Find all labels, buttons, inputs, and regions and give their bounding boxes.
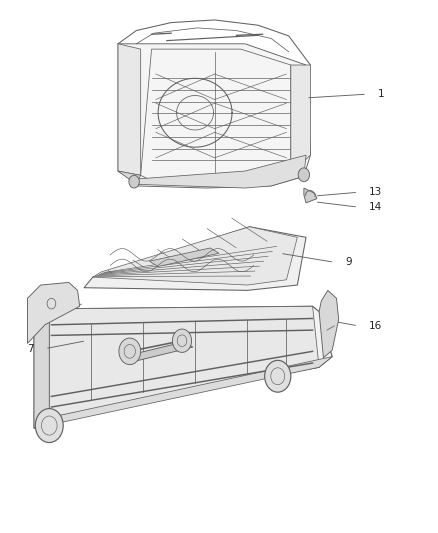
Polygon shape bbox=[149, 248, 219, 266]
Text: 16: 16 bbox=[369, 321, 382, 331]
Polygon shape bbox=[118, 44, 141, 175]
Text: 1: 1 bbox=[378, 89, 385, 99]
Circle shape bbox=[129, 175, 139, 188]
Polygon shape bbox=[123, 342, 193, 362]
Polygon shape bbox=[84, 227, 306, 290]
Text: 9: 9 bbox=[345, 257, 352, 267]
Text: 16: 16 bbox=[28, 306, 41, 317]
Text: 13: 13 bbox=[369, 187, 382, 197]
Polygon shape bbox=[136, 155, 306, 188]
Polygon shape bbox=[34, 306, 332, 428]
Polygon shape bbox=[34, 357, 332, 428]
Text: 7: 7 bbox=[28, 344, 34, 354]
Polygon shape bbox=[304, 188, 317, 203]
Circle shape bbox=[173, 329, 191, 352]
Circle shape bbox=[119, 338, 141, 365]
Polygon shape bbox=[291, 65, 311, 174]
Polygon shape bbox=[118, 171, 141, 184]
Polygon shape bbox=[49, 306, 319, 418]
Circle shape bbox=[298, 168, 310, 182]
Text: 14: 14 bbox=[369, 202, 382, 212]
Polygon shape bbox=[34, 309, 49, 428]
Circle shape bbox=[35, 409, 63, 442]
Circle shape bbox=[265, 360, 291, 392]
Polygon shape bbox=[118, 44, 311, 188]
Polygon shape bbox=[319, 290, 339, 358]
Polygon shape bbox=[28, 282, 80, 343]
Polygon shape bbox=[93, 227, 297, 285]
